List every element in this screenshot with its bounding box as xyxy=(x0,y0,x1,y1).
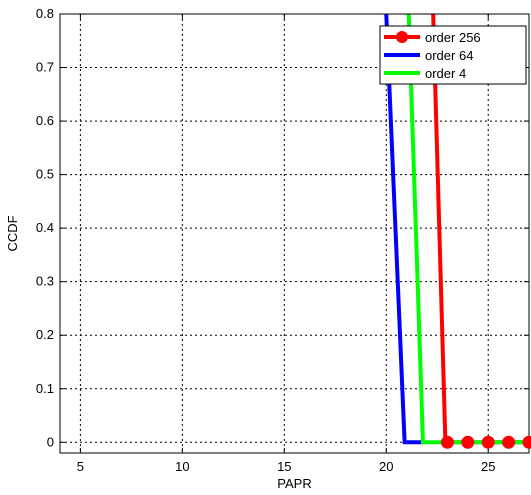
legend-label-order-64: order 64 xyxy=(425,48,473,63)
x-axis-label: PAPR xyxy=(277,476,311,491)
marker-order-256 xyxy=(522,435,531,449)
y-tick-label: 0.6 xyxy=(36,113,54,128)
grid-lines xyxy=(60,13,529,453)
legend-marker-order-256 xyxy=(396,31,408,43)
marker-order-256 xyxy=(461,435,475,449)
x-ticks: 5 10 15 20 25 xyxy=(77,14,495,474)
y-tick-label: 0.8 xyxy=(36,6,54,21)
plot-area-frame xyxy=(59,13,530,454)
y-ticks: 0 0.1 0.2 0.3 0.4 0.5 0.6 0.7 0.8 xyxy=(36,6,529,449)
marker-order-256 xyxy=(440,435,454,449)
y-tick-label: 0.4 xyxy=(36,220,54,235)
y-tick-label: 0.3 xyxy=(36,274,54,289)
legend-label-order-4: order 4 xyxy=(425,66,466,81)
x-tick-label: 20 xyxy=(379,459,393,474)
series-markers xyxy=(440,435,531,449)
legend: order 256 order 64 order 4 xyxy=(379,25,527,85)
x-tick-label: 5 xyxy=(77,459,84,474)
y-tick-label: 0.5 xyxy=(36,167,54,182)
marker-order-256 xyxy=(481,435,495,449)
marker-order-256 xyxy=(502,435,516,449)
y-tick-label: 0.2 xyxy=(36,327,54,342)
y-axis-label: CCDF xyxy=(5,215,20,251)
y-tick-label: 0.1 xyxy=(36,381,54,396)
y-tick-label: 0 xyxy=(47,434,54,449)
x-tick-label: 10 xyxy=(175,459,189,474)
y-tick-label: 0.7 xyxy=(36,60,54,75)
x-tick-label: 15 xyxy=(277,459,291,474)
x-tick-label: 25 xyxy=(481,459,495,474)
legend-label-order-256: order 256 xyxy=(425,30,481,45)
series-line-order-64 xyxy=(384,14,423,445)
